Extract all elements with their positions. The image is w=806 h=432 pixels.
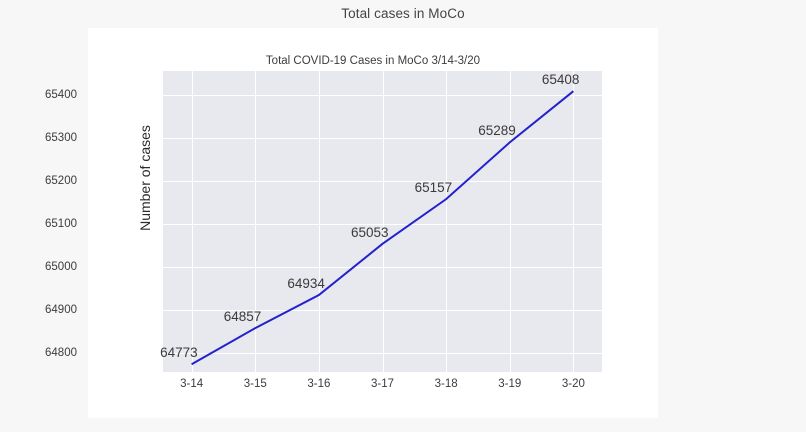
y-axis-tick-label: 65000 bbox=[45, 260, 77, 273]
data-point-label: 65408 bbox=[541, 72, 580, 88]
data-point-label: 65157 bbox=[414, 180, 453, 196]
y-axis-tick-label: 64900 bbox=[45, 303, 77, 316]
gridline-vertical bbox=[382, 71, 384, 372]
chart-title: Total COVID-19 Cases in MoCo 3/14-3/20 bbox=[265, 55, 481, 67]
y-axis-tick-label: 65300 bbox=[45, 131, 77, 144]
data-point-label: 64773 bbox=[160, 345, 198, 361]
x-axis-tick-label: 3-15 bbox=[243, 378, 267, 390]
data-point-label: 64934 bbox=[287, 276, 325, 292]
series-line bbox=[191, 90, 574, 366]
y-axis-tick-label: 65400 bbox=[45, 88, 77, 101]
gridline-vertical bbox=[509, 71, 511, 372]
data-series-line bbox=[191, 90, 574, 366]
y-axis-tick-label: 65100 bbox=[45, 217, 77, 230]
x-axis-tick-label: 3-17 bbox=[370, 378, 395, 390]
gridline-vertical bbox=[318, 71, 320, 372]
data-point-label: 65053 bbox=[350, 224, 389, 240]
x-axis-tick-label: 3-14 bbox=[180, 378, 204, 390]
gridline-vertical bbox=[446, 71, 448, 372]
gridline-vertical bbox=[255, 71, 257, 372]
data-point-label: 65289 bbox=[478, 123, 516, 139]
x-axis-tick-label: 3-18 bbox=[434, 378, 458, 390]
y-axis-tick-label: 64800 bbox=[45, 346, 77, 359]
x-axis-tick-label: 3-19 bbox=[498, 378, 522, 390]
line-chart-figure: Total COVID-19 Cases in MoCo 3/14-3/20 N… bbox=[45, 28, 658, 418]
y-axis-tick-label: 65200 bbox=[45, 174, 77, 187]
x-axis-tick-label: 3-20 bbox=[561, 378, 585, 390]
gridline-vertical bbox=[191, 71, 193, 372]
data-point-label: 64857 bbox=[223, 309, 262, 325]
x-axis-tick-label: 3-16 bbox=[307, 378, 331, 390]
y-axis-label: Number of cases bbox=[137, 125, 153, 231]
gridline-vertical bbox=[573, 71, 575, 372]
chart-card: Total COVID-19 Cases in MoCo 3/14-3/20 N… bbox=[45, 28, 658, 418]
page-title: Total cases in MoCo bbox=[341, 6, 465, 21]
